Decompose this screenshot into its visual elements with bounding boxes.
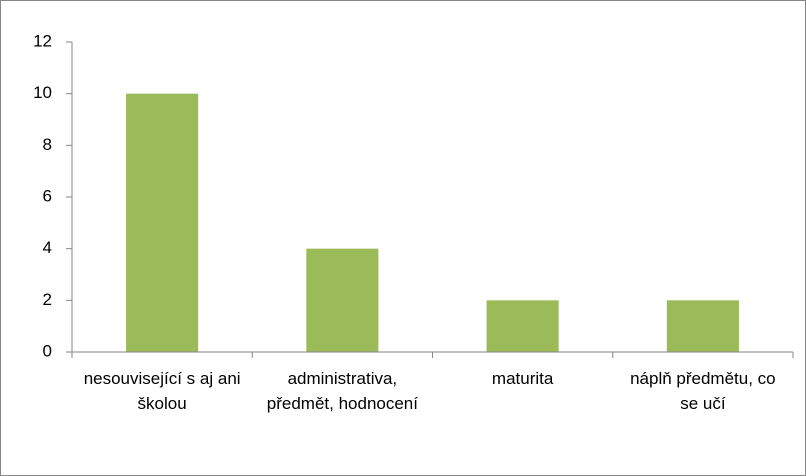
bar	[126, 93, 199, 353]
bar	[306, 248, 379, 352]
y-tick-label: 6	[43, 186, 52, 205]
bar	[486, 300, 559, 352]
x-tick-label: maturita	[491, 369, 554, 388]
x-tick-label: náplň předmětu, co se učí	[630, 369, 776, 413]
y-tick-label: 12	[33, 31, 52, 50]
y-tick-label: 10	[33, 83, 52, 102]
x-tick-label: nesouvisející s aj ani školou	[83, 369, 241, 413]
y-tick-label: 2	[43, 290, 52, 309]
y-tick-label: 8	[43, 135, 52, 154]
y-tick-label: 4	[43, 238, 52, 257]
x-tick-label: administrativa, předmět, hodnocení	[266, 369, 418, 413]
bar	[666, 300, 739, 352]
y-tick-label: 0	[43, 341, 52, 360]
